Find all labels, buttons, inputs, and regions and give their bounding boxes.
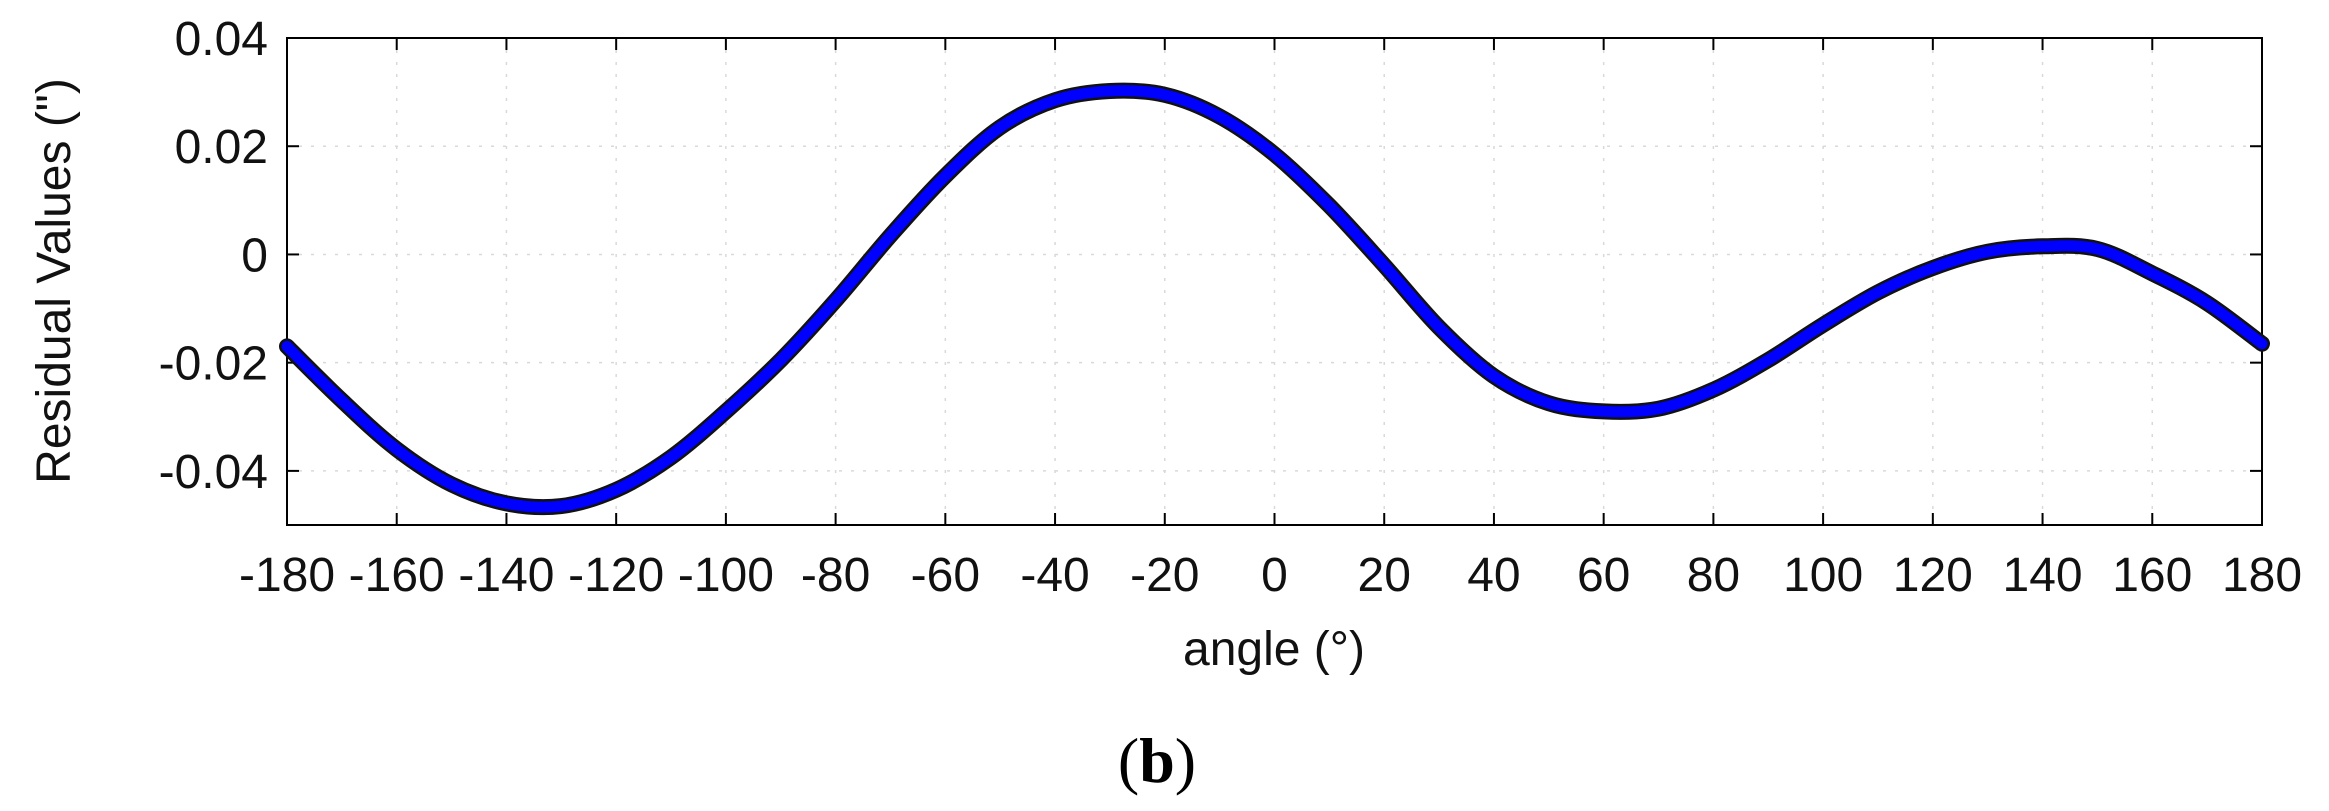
x-tick-label: 120 (1893, 549, 1973, 602)
plot-area (286, 37, 2263, 526)
series-line (281, 85, 2268, 513)
x-tick-label: -140 (458, 549, 554, 602)
x-tick-label: -40 (1020, 549, 1089, 602)
y-tick-label: 0.04 (175, 13, 268, 66)
y-tick-label: 0 (241, 229, 268, 282)
y-tick-label: -0.02 (159, 338, 268, 391)
x-tick-label: 20 (1358, 549, 1411, 602)
y-tick-label: -0.04 (159, 446, 268, 499)
x-tick-label: 60 (1577, 549, 1630, 602)
x-axis-title: angle (°) (1183, 623, 1365, 676)
x-tick-label: -160 (349, 549, 445, 602)
x-tick-label: 160 (2112, 549, 2192, 602)
figure-caption: (b) (1118, 725, 1196, 796)
x-tick-label: 180 (2222, 549, 2302, 602)
grid-lines (287, 38, 2262, 525)
x-tick-label: -120 (568, 549, 664, 602)
caption-letter: b (1139, 725, 1175, 796)
x-tick-label: -100 (678, 549, 774, 602)
y-axis-title: Residual Values (") (28, 78, 81, 484)
x-tick-label: 40 (1467, 549, 1520, 602)
y-tick-label: 0.02 (175, 121, 268, 174)
x-tick-label: -180 (239, 549, 335, 602)
caption-open-paren: ( (1118, 725, 1139, 796)
x-tick-label: 100 (1783, 549, 1863, 602)
x-tick-label: -80 (801, 549, 870, 602)
series-layer (279, 82, 2270, 516)
x-tick-label: -60 (911, 549, 980, 602)
x-tick-label: -20 (1130, 549, 1199, 602)
caption-close-paren: ) (1175, 725, 1196, 796)
x-tick-label: 0 (1261, 549, 1288, 602)
y-tick-labels: -0.04 -0.02 0 0.02 0.04 (159, 13, 268, 499)
x-tick-labels: -180 -160 -140 -120 -100 -80 -60 -40 -20 0 20 40 60 8… (239, 549, 2302, 602)
axis-ticks (286, 37, 2263, 525)
x-tick-label: 80 (1687, 549, 1740, 602)
x-tick-label: 140 (2003, 549, 2083, 602)
